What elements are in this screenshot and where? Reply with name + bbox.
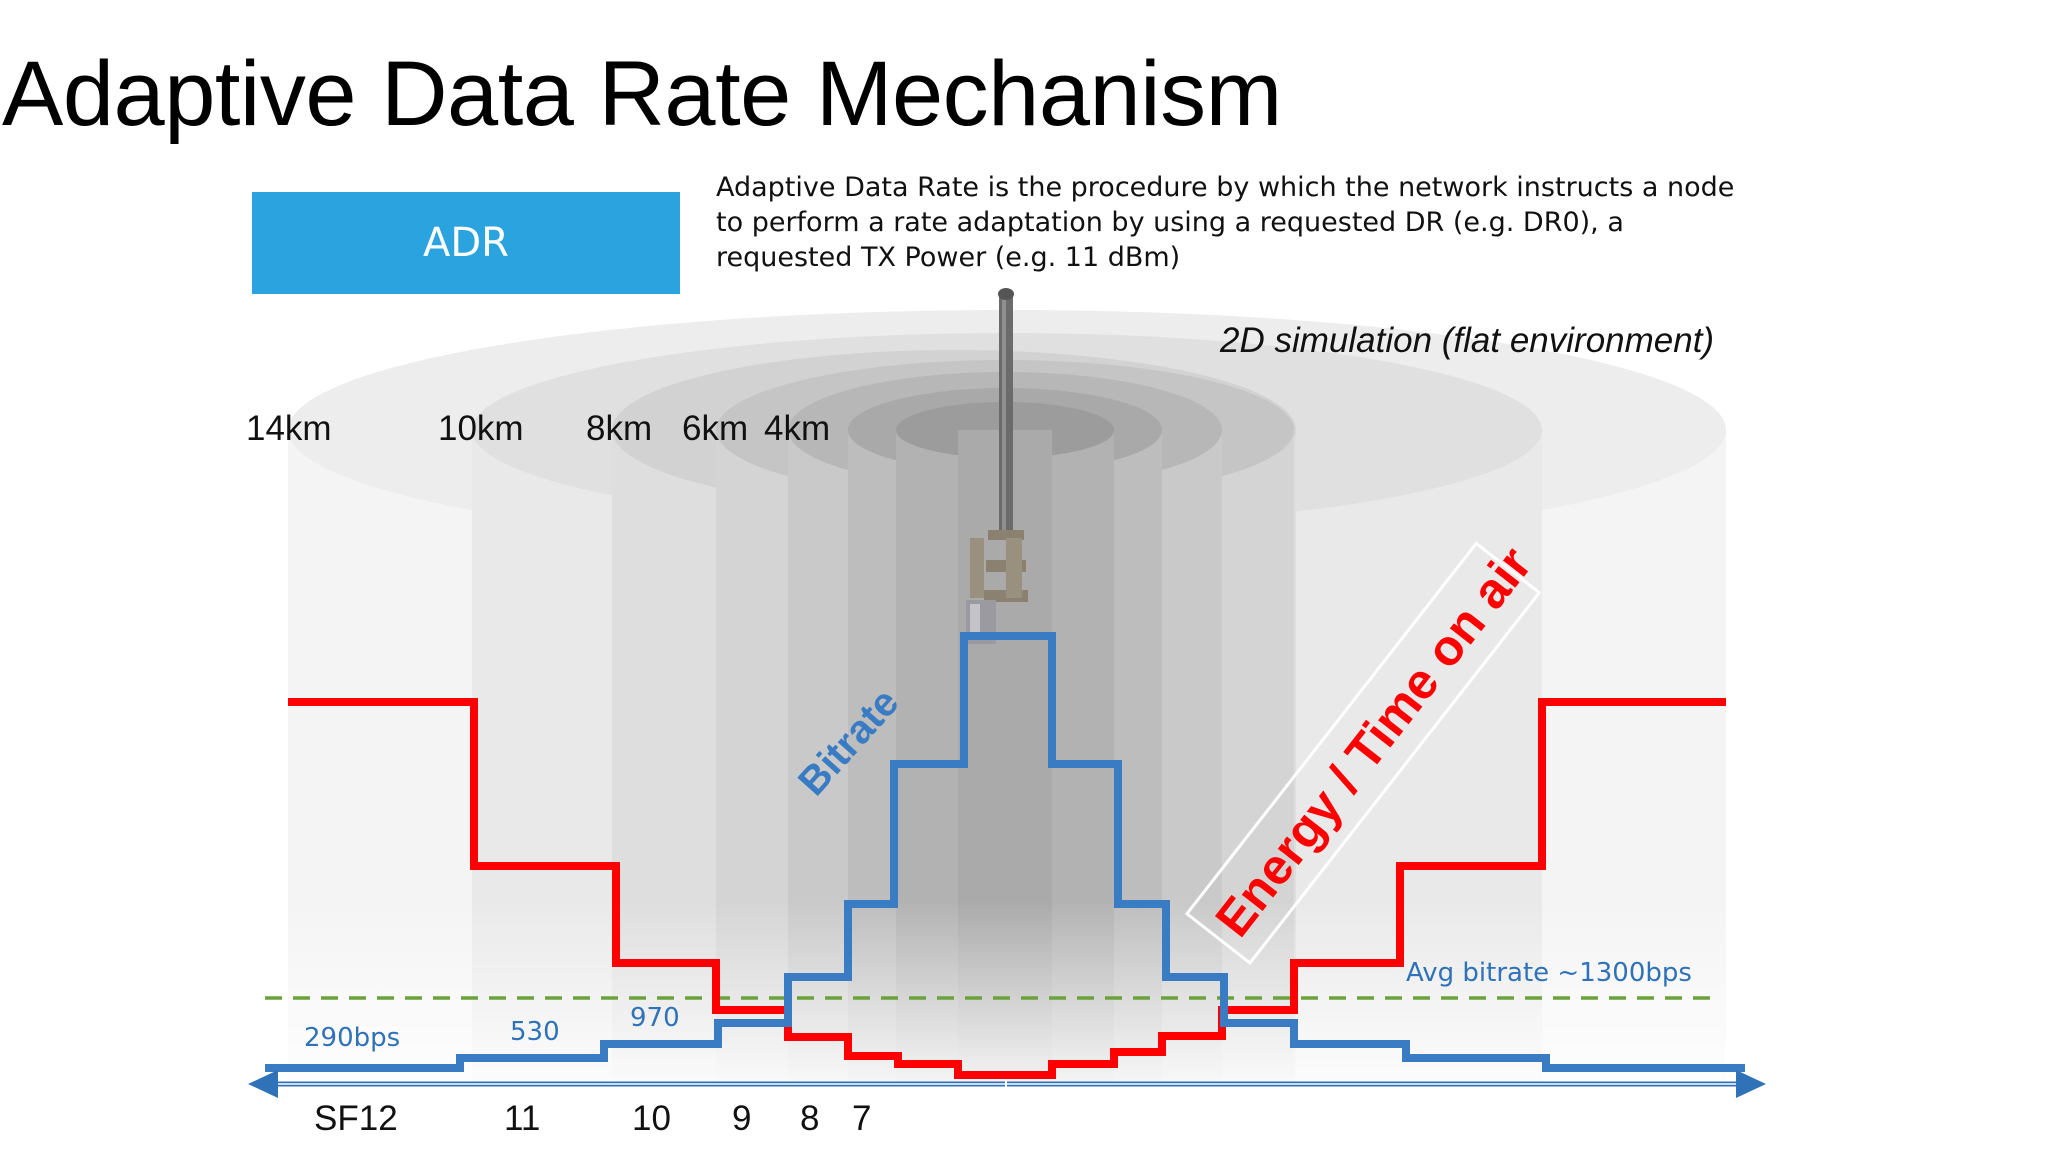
- bitrate-curve: [265, 632, 1745, 1072]
- sf-label-10: 10: [632, 1099, 671, 1138]
- bitrate-label-sf10: 970: [630, 1003, 680, 1033]
- sf-label-sf12: SF12: [314, 1099, 398, 1138]
- slide-title: Adaptive Data Rate Mechanism: [2, 43, 1282, 145]
- distance-label-6km: 6km: [682, 409, 748, 448]
- adr-description: Adaptive Data Rate is the procedure by w…: [716, 172, 1735, 273]
- distance-label-4km: 4km: [764, 409, 830, 448]
- adr-badge: ADR: [252, 192, 680, 294]
- energy-label-frame: [1184, 541, 1542, 966]
- sf-label-7: 7: [852, 1099, 871, 1138]
- bitrate-label-sf11: 530: [510, 1017, 560, 1047]
- distance-label-8km: 8km: [586, 409, 652, 448]
- sf-label-8: 8: [800, 1099, 819, 1138]
- sf-label-9: 9: [732, 1099, 751, 1138]
- simulation-label: 2D simulation (flat environment): [1219, 321, 1714, 360]
- bitrate-label-sf12: 290bps: [304, 1023, 400, 1053]
- energy-curve: [288, 698, 1726, 1079]
- adr-badge-label: ADR: [423, 220, 509, 266]
- distance-axis-arrow: [248, 1070, 1766, 1098]
- distance-label-10km: 10km: [438, 409, 524, 448]
- distance-label-14km: 14km: [246, 409, 332, 448]
- avg-bitrate-label: Avg bitrate ~1300bps: [1406, 958, 1692, 988]
- sf-label-11: 11: [504, 1099, 540, 1138]
